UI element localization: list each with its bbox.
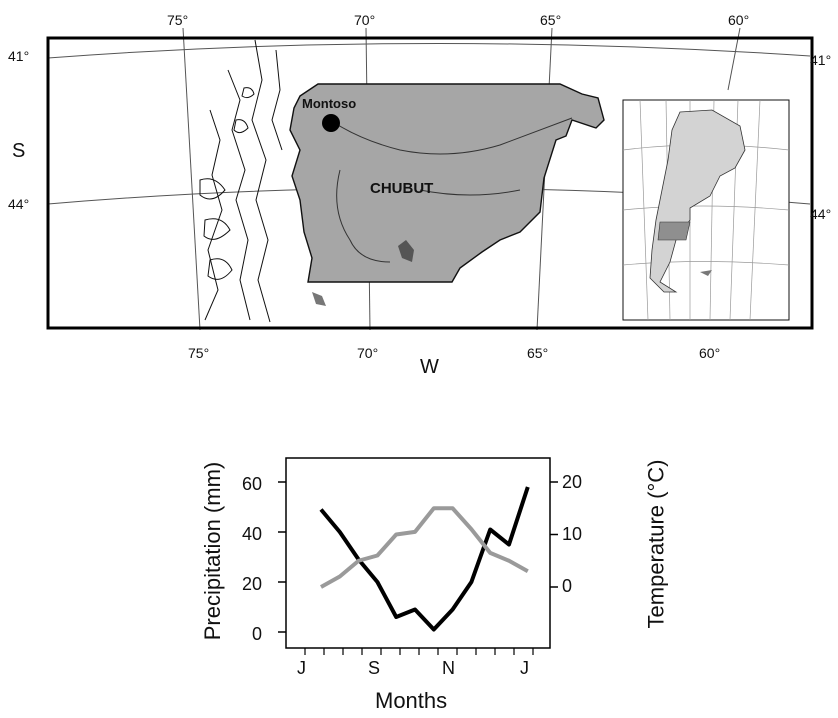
lon-label-bottom-75: 75° (188, 345, 210, 361)
plot-frame (285, 457, 551, 649)
ytick-left-20: 20 (242, 574, 263, 594)
ytick-left-60: 60 (242, 474, 263, 494)
lon-label-bottom-70: 70° (357, 345, 379, 361)
region-label-chubut: CHUBUT (370, 180, 434, 197)
ytick-left-40: 40 (242, 524, 263, 544)
xtick-J2: J (520, 658, 529, 678)
ytick-right-20: 20 (562, 472, 583, 492)
lake-2 (312, 292, 326, 306)
ytick-right-10: 10 (562, 524, 583, 544)
hemisphere-lat-label: S (12, 140, 26, 162)
xtick-N: N (442, 658, 455, 678)
ytick-right-0: 0 (562, 576, 573, 596)
rivers (329, 117, 573, 263)
map-frame (46, 36, 814, 330)
lat-label-right-41: 41° (810, 52, 832, 68)
place-label-montoso: Montoso (302, 96, 357, 111)
lon-label-top-60: 60° (728, 12, 750, 28)
lat-label-left-41: 41° (8, 48, 30, 64)
map-panel (46, 27, 814, 331)
xtick-S: S (368, 658, 381, 678)
montoso-marker[interactable] (322, 114, 340, 132)
lat-label-right-44: 44° (810, 206, 832, 222)
lon-label-bottom-60: 60° (699, 345, 721, 361)
ytick-left-0: 0 (252, 624, 263, 644)
lon-label-bottom-65: 65° (527, 345, 549, 361)
coastline-west (199, 39, 334, 323)
precipitation-series (319, 486, 530, 632)
inset-map (622, 99, 790, 321)
hemisphere-lon-label: W (420, 356, 439, 378)
chubut-province (289, 83, 605, 283)
lake-1 (398, 240, 414, 262)
x-axis-label: Months (375, 688, 448, 713)
inset-chubut (657, 221, 691, 241)
lon-label-top-70: 70° (354, 12, 376, 28)
inset-argentina (649, 109, 746, 293)
lat-label-left-44: 44° (8, 196, 30, 212)
temperature-series (320, 506, 529, 589)
y-axis-right-label: Temperature (°C) (643, 459, 669, 629)
xtick-J1: J (297, 658, 306, 678)
lon-label-top-75: 75° (167, 12, 189, 28)
lon-label-top-65: 65° (540, 12, 562, 28)
y-axis-left-label: Precipitation (mm) (200, 461, 226, 641)
